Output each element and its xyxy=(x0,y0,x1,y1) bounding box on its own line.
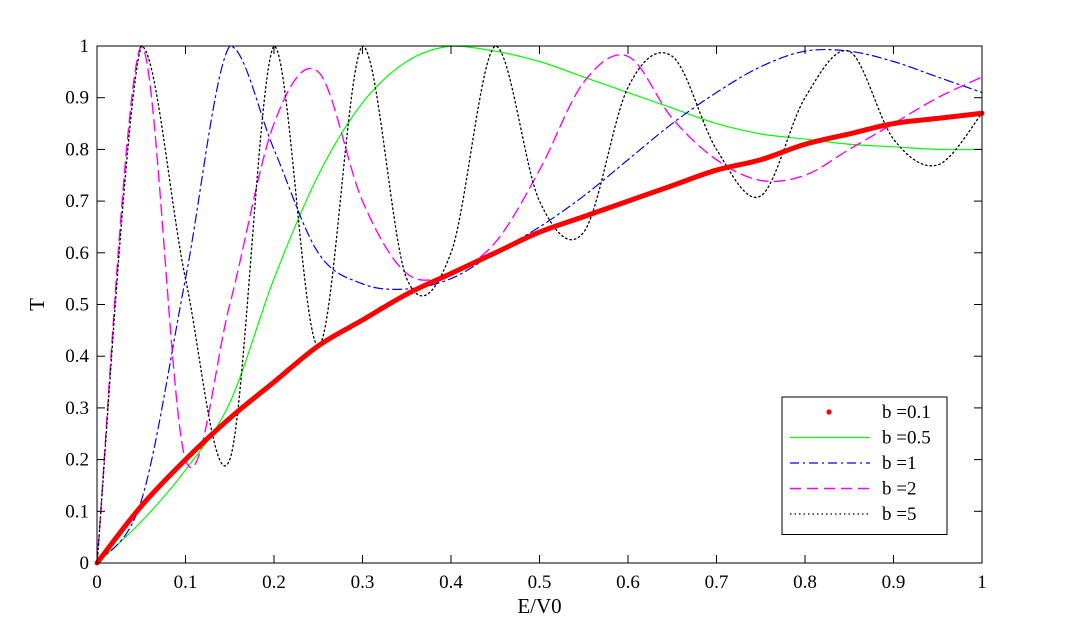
x-tick-label: 0.5 xyxy=(528,572,552,593)
series-line-b-0-1 xyxy=(94,110,985,566)
x-tick-label: 0.1 xyxy=(174,572,198,593)
legend: b =0.1 b =0.5 b =1 b =2 b =5 xyxy=(781,396,948,535)
legend-box xyxy=(781,396,948,535)
x-tick-label: 0.4 xyxy=(439,572,463,593)
y-tick-label: 0.6 xyxy=(65,243,89,264)
legend-label: b =1 xyxy=(882,453,916,474)
x-tick-label: 0.6 xyxy=(616,572,640,593)
x-tick-label: 0.8 xyxy=(793,572,817,593)
y-tick-label: 0.4 xyxy=(65,346,89,367)
x-tick-label: 1 xyxy=(977,572,987,593)
legend-marker xyxy=(826,409,832,415)
y-tick-label: 0.1 xyxy=(65,501,89,522)
ticks-layer: 0 0.1 0.2 0.3 0.4 0.5 0.6 0.7 0.8 0.9 1 0 0.1 0.2 0.3 0… xyxy=(65,36,987,593)
legend-label: b =5 xyxy=(882,504,916,525)
y-tick-label: 0.5 xyxy=(65,295,89,316)
x-tick-label: 0.2 xyxy=(262,572,286,593)
y-tick-label: 0 xyxy=(80,553,90,574)
y-axis-label: T xyxy=(25,298,49,311)
x-tick-label: 0.7 xyxy=(705,572,729,593)
legend-label: b =0.1 xyxy=(882,402,931,423)
x-tick-label: 0.3 xyxy=(351,572,375,593)
y-tick-label: 0.8 xyxy=(65,139,89,160)
x-axis-label: E/V0 xyxy=(517,594,561,618)
legend-label: b =0.5 xyxy=(882,428,931,449)
y-tick-label: 0.7 xyxy=(65,191,89,212)
y-tick-label: 0.9 xyxy=(65,88,89,109)
x-tick-label: 0 xyxy=(92,572,102,593)
legend-label: b =2 xyxy=(882,479,916,500)
y-tick-label: 1 xyxy=(80,36,90,57)
y-tick-label: 0.3 xyxy=(65,398,89,419)
y-tick-label: 0.2 xyxy=(65,450,89,471)
x-tick-label: 0.9 xyxy=(882,572,906,593)
series-layer xyxy=(94,45,985,566)
